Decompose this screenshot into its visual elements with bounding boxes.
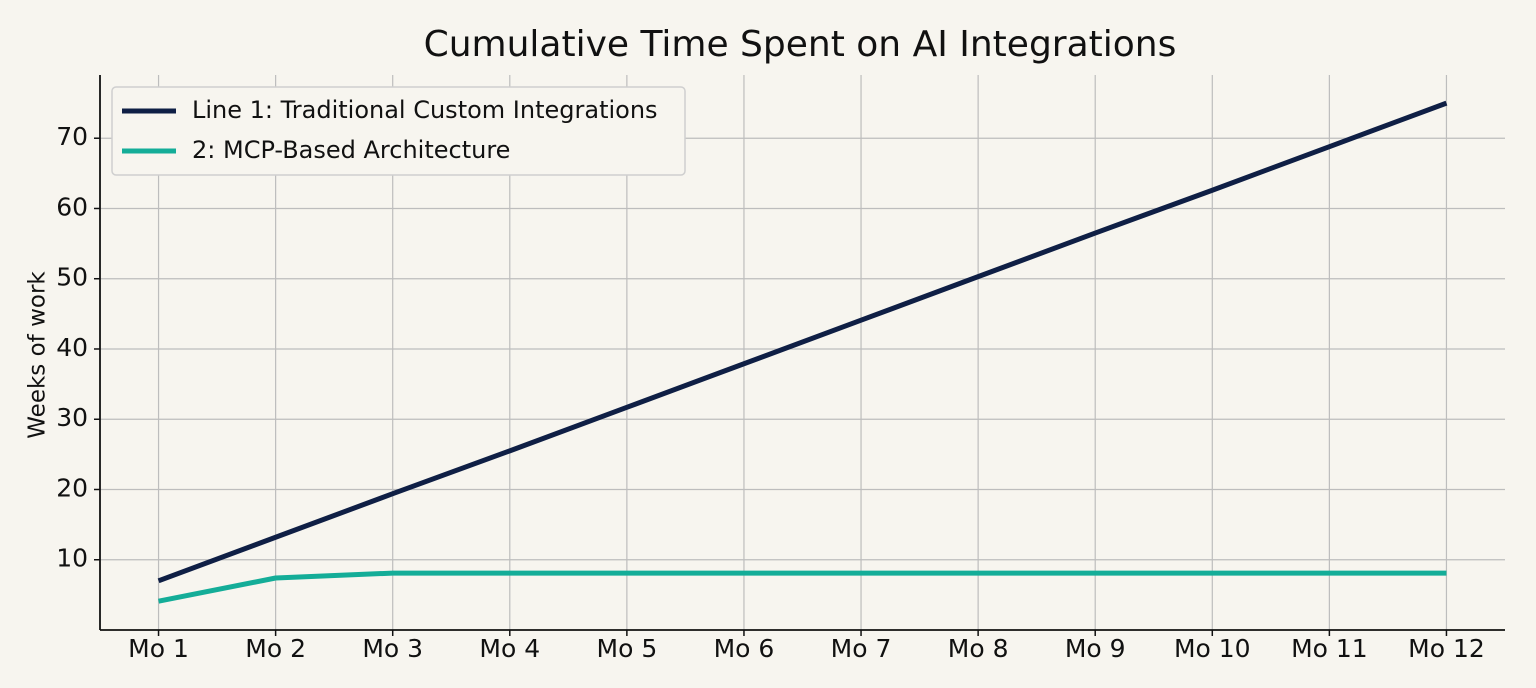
legend: Line 1: Traditional Custom Integrations 2… [111,86,686,176]
y-tick-label: 10 [56,544,88,573]
x-tick-label: Mo 2 [245,634,306,663]
x-tick-label: Mo 1 [128,634,189,663]
x-tick-label: Mo 6 [714,634,775,663]
x-tick-label: Mo 8 [948,634,1009,663]
data-line [158,570,1447,604]
x-tick-label: Mo 12 [1408,634,1485,663]
y-tick-label: 30 [56,403,88,432]
y-axis-label: Weeks of work [25,271,51,439]
x-tick-label: Mo 7 [831,634,892,663]
x-tick-label: Mo 3 [362,634,423,663]
legend-box [111,86,686,176]
legend-label: Line 1: Traditional Custom Integrations [192,96,658,124]
y-tick-label: 40 [56,333,88,362]
y-tick-label: 20 [56,473,88,502]
chart-title: Cumulative Time Spent on AI Integrations [424,24,1177,65]
x-tick-label: Mo 11 [1291,634,1368,663]
x-tick-label: Mo 10 [1174,634,1251,663]
data-line [157,100,1448,584]
y-tick-label: 60 [56,192,88,221]
legend-label: 2: MCP-Based Architecture [192,136,510,164]
x-tick-label: Mo 4 [479,634,540,663]
y-tick-label: 50 [56,263,88,292]
y-tick-label: 70 [56,122,88,151]
x-tick-label: Mo 5 [597,634,658,663]
x-tick-label: Mo 9 [1065,634,1126,663]
